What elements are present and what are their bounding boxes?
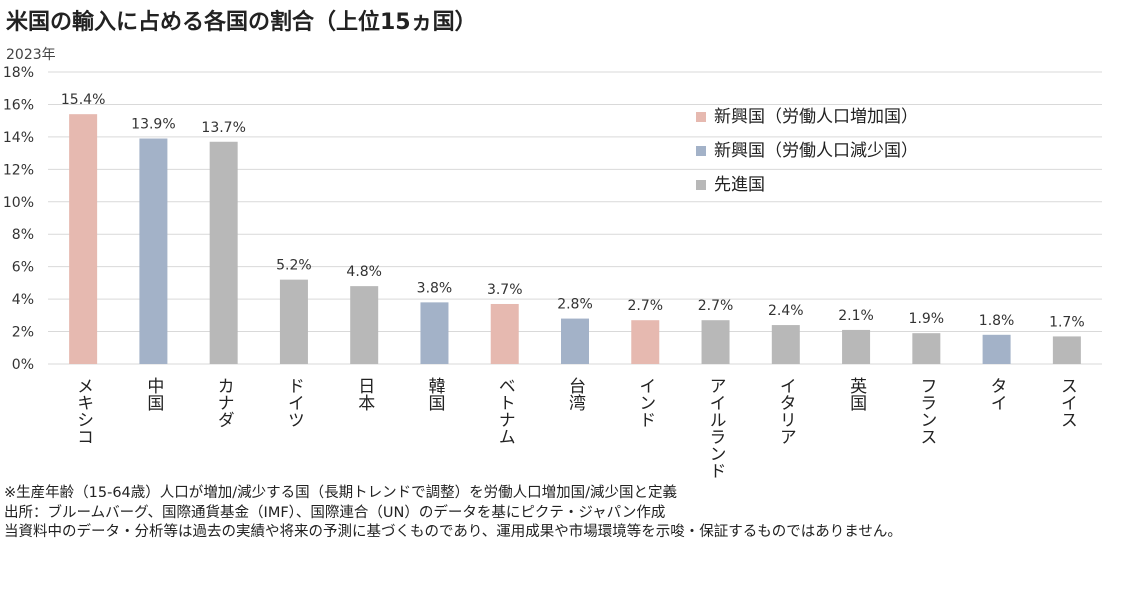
footnotes: ※生産年齢（15-64歳）人口が増加/減少する国（長期トレンドで調整）を労働人口… bbox=[4, 484, 902, 543]
x-tick-label: インド bbox=[635, 377, 655, 428]
bar bbox=[561, 318, 589, 364]
legend-item-developed: 先進国 bbox=[696, 168, 918, 202]
bar bbox=[631, 320, 660, 364]
y-tick-label: 2% bbox=[12, 325, 34, 341]
y-tick-label: 8% bbox=[12, 227, 34, 243]
footnote-source: 出所：ブルームバーグ、国際通貨基金（IMF）、国際連合（UN）のデータを基にピク… bbox=[4, 504, 666, 521]
legend-swatch bbox=[696, 180, 706, 190]
bar bbox=[771, 325, 800, 364]
legend-item-emerging-declining: 新興国（労働人口減少国） bbox=[696, 134, 918, 168]
data-label: 13.7% bbox=[201, 120, 245, 136]
x-tick-label: メキシコ bbox=[73, 377, 93, 445]
legend-item-emerging-growing: 新興国（労働人口増加国） bbox=[696, 100, 918, 134]
x-tick-label: タイ bbox=[987, 377, 1007, 411]
x-tick-label: アイルランド bbox=[706, 377, 726, 479]
x-tick-label: 韓国 bbox=[424, 377, 445, 411]
x-tick-label: 英国 bbox=[846, 377, 867, 411]
bar bbox=[912, 333, 941, 364]
x-tick-label: イタリア bbox=[776, 377, 796, 445]
bar bbox=[701, 320, 730, 364]
y-tick-label: 16% bbox=[3, 97, 34, 113]
chart-title: 米国の輸入に占める各国の割合（上位15ヵ国） bbox=[6, 10, 477, 35]
x-tick-label: 台湾 bbox=[565, 377, 586, 412]
legend-swatch bbox=[696, 112, 706, 122]
legend-label: 先進国 bbox=[714, 175, 765, 195]
data-label: 15.4% bbox=[61, 92, 105, 108]
chart-legend: 新興国（労働人口増加国） 新興国（労働人口減少国） 先進国 bbox=[696, 100, 918, 202]
data-label: 2.1% bbox=[838, 308, 874, 324]
data-label: 1.8% bbox=[979, 313, 1015, 329]
bar bbox=[139, 138, 168, 364]
bar bbox=[69, 114, 98, 364]
data-label: 3.8% bbox=[417, 280, 453, 296]
data-label: 1.7% bbox=[1049, 314, 1085, 330]
data-label: 5.2% bbox=[276, 258, 312, 274]
bar bbox=[982, 334, 1011, 364]
bar bbox=[420, 302, 449, 364]
x-tick-label: ベトナム bbox=[495, 377, 515, 445]
legend-label: 新興国（労働人口増加国） bbox=[714, 107, 918, 127]
x-tick-label: 中国 bbox=[143, 377, 163, 411]
y-tick-label: 0% bbox=[12, 357, 34, 373]
legend-label: 新興国（労働人口減少国） bbox=[714, 141, 918, 161]
legend-swatch bbox=[696, 146, 706, 156]
bar bbox=[842, 329, 871, 364]
footnote-disclaimer: 当資料中のデータ・分析等は過去の実績や将来の予測に基づくものであり、運用成果や市… bbox=[4, 524, 902, 540]
y-tick-label: 6% bbox=[12, 260, 34, 276]
data-label: 1.9% bbox=[909, 311, 945, 327]
data-label: 13.9% bbox=[131, 117, 175, 133]
data-label: 2.8% bbox=[557, 297, 593, 313]
x-tick-label: カナダ bbox=[214, 377, 234, 428]
bar bbox=[209, 141, 238, 364]
chart-subtitle: 2023年 bbox=[6, 47, 56, 63]
y-tick-label: 12% bbox=[3, 162, 34, 178]
data-label: 2.4% bbox=[768, 303, 804, 319]
y-tick-label: 18% bbox=[3, 65, 34, 81]
y-tick-label: 4% bbox=[12, 292, 34, 308]
data-label: 4.8% bbox=[346, 264, 382, 280]
y-tick-label: 14% bbox=[3, 130, 34, 146]
x-tick-label: ドイツ bbox=[284, 377, 304, 428]
x-tick-label: 日本 bbox=[354, 377, 375, 411]
x-tick-label: スイス bbox=[1057, 377, 1077, 428]
data-label: 3.7% bbox=[487, 282, 523, 298]
x-tick-label: フランス bbox=[916, 377, 936, 445]
bar bbox=[1052, 336, 1081, 364]
data-label: 2.7% bbox=[627, 298, 663, 314]
bar bbox=[490, 303, 519, 364]
data-label: 2.7% bbox=[698, 298, 734, 314]
bar bbox=[350, 286, 379, 364]
footnote-definition: ※生産年齢（15-64歳）人口が増加/減少する国（長期トレンドで調整）を労働人口… bbox=[4, 485, 678, 501]
bar bbox=[279, 279, 308, 364]
y-tick-label: 10% bbox=[3, 195, 34, 211]
